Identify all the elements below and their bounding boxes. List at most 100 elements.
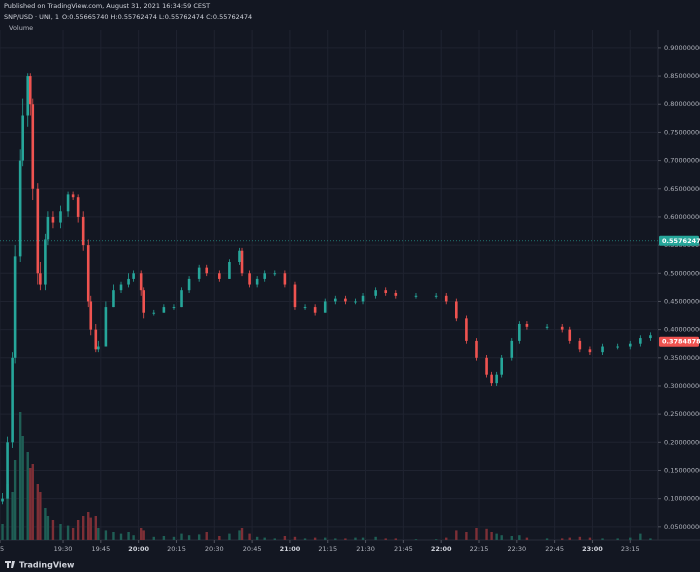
- candle-body: [255, 278, 259, 285]
- volume-bar: [374, 536, 377, 540]
- candle-body: [545, 326, 549, 328]
- candle-body: [323, 301, 327, 313]
- y-tick-label: 0.60000000: [664, 213, 700, 221]
- volume-bar: [228, 533, 231, 540]
- candle-body: [639, 338, 642, 344]
- ohlc-readout: O:0.55665740 H:0.55762474 L:0.55762474 C…: [62, 13, 252, 21]
- candle-body: [475, 340, 478, 358]
- y-tick-label: 0.45000000: [664, 297, 700, 305]
- y-tick-label: 0.10000000: [664, 495, 700, 503]
- candle-body: [500, 357, 503, 375]
- candle-body: [414, 295, 418, 297]
- candle-body: [354, 301, 357, 303]
- candle-body: [495, 374, 498, 384]
- volume-bar: [139, 528, 143, 540]
- brand-name: TradingView: [19, 561, 75, 570]
- x-tick-label: 22:45: [545, 545, 564, 553]
- y-tick-label: 0.70000000: [664, 157, 700, 165]
- volume-bar: [29, 468, 32, 540]
- volume-bar: [578, 536, 582, 540]
- y-tick-label: 0.20000000: [664, 438, 700, 446]
- x-tick-label: 20:15: [167, 545, 186, 553]
- volume-bar: [11, 492, 14, 540]
- candle-body: [485, 357, 488, 375]
- candle-body: [283, 273, 287, 285]
- volume-bar: [112, 532, 115, 540]
- candle-body: [18, 160, 22, 257]
- y-tick-label: 0.35000000: [664, 354, 700, 362]
- candle-body: [434, 295, 438, 297]
- candle-body: [218, 273, 221, 279]
- price-tag-label: 0.55762474: [662, 237, 700, 245]
- volume-bar: [616, 538, 619, 540]
- y-tick-label: 0.80000000: [664, 100, 700, 108]
- volume-bar: [13, 460, 17, 540]
- candle-body: [444, 295, 448, 302]
- y-tick-label: 0.90000000: [664, 44, 700, 52]
- candle-body: [303, 307, 307, 309]
- candle-body: [44, 239, 47, 285]
- volume-bar: [500, 535, 503, 540]
- candle-body: [518, 323, 521, 341]
- candle-body: [374, 290, 377, 296]
- volume-bar: [518, 535, 521, 540]
- candle-body: [384, 290, 388, 293]
- candle-body: [394, 292, 398, 296]
- volume-bar: [1, 524, 4, 540]
- volume-bar: [293, 536, 297, 540]
- volume-bar: [197, 534, 201, 540]
- x-tick-label: 22:15: [470, 545, 489, 553]
- candle-body: [205, 267, 209, 274]
- candle-body: [525, 323, 529, 327]
- x-tick-label: 20:45: [243, 545, 262, 553]
- candle-body: [238, 250, 241, 263]
- volume-bar: [465, 532, 468, 540]
- volume-bar: [344, 538, 347, 540]
- volume-bar: [31, 464, 34, 540]
- candle-body: [142, 290, 146, 313]
- candle-body: [334, 298, 337, 302]
- volume-bar: [545, 538, 549, 540]
- volume-bar: [89, 517, 92, 540]
- volume-bar: [303, 538, 307, 540]
- candle-body: [81, 216, 85, 246]
- candle-body: [119, 284, 123, 291]
- volume-bar: [142, 530, 145, 540]
- candle-body: [36, 188, 40, 274]
- volume-bar: [475, 528, 478, 540]
- y-tick-label: 0.05000000: [664, 523, 700, 531]
- y-tick-label: 0.25000000: [664, 410, 700, 418]
- candle-body: [228, 262, 231, 279]
- volume-bar: [384, 538, 387, 540]
- candle-body: [293, 284, 297, 308]
- price-tag: [659, 235, 699, 246]
- volume-bar: [240, 528, 244, 540]
- volume-bar: [21, 436, 24, 540]
- volume-bar: [324, 537, 327, 540]
- volume-bar: [97, 528, 100, 540]
- volume-bar: [172, 536, 176, 540]
- x-tick-label: 21:15: [318, 545, 337, 553]
- candle-body: [344, 298, 347, 302]
- volume-bar: [44, 508, 47, 540]
- candle-body: [628, 343, 632, 347]
- candle-body: [66, 194, 70, 212]
- volume-label: Volume: [9, 24, 33, 32]
- volume-bar: [36, 484, 40, 540]
- volume-bar: [601, 538, 604, 540]
- volume-bar: [334, 538, 337, 540]
- candle-body: [273, 273, 277, 275]
- candle-body: [263, 273, 267, 279]
- candle-body: [71, 194, 75, 198]
- candle-body: [616, 346, 619, 348]
- candle-body: [490, 374, 493, 384]
- x-tick-label: 22:00: [431, 545, 452, 553]
- volume-bar: [263, 537, 266, 540]
- candle-body: [187, 278, 191, 291]
- volume-bar: [238, 530, 241, 540]
- candle-body: [465, 318, 468, 341]
- volume-bar: [132, 535, 135, 540]
- x-tick-label: 22:30: [507, 545, 526, 553]
- candle-body: [97, 346, 100, 350]
